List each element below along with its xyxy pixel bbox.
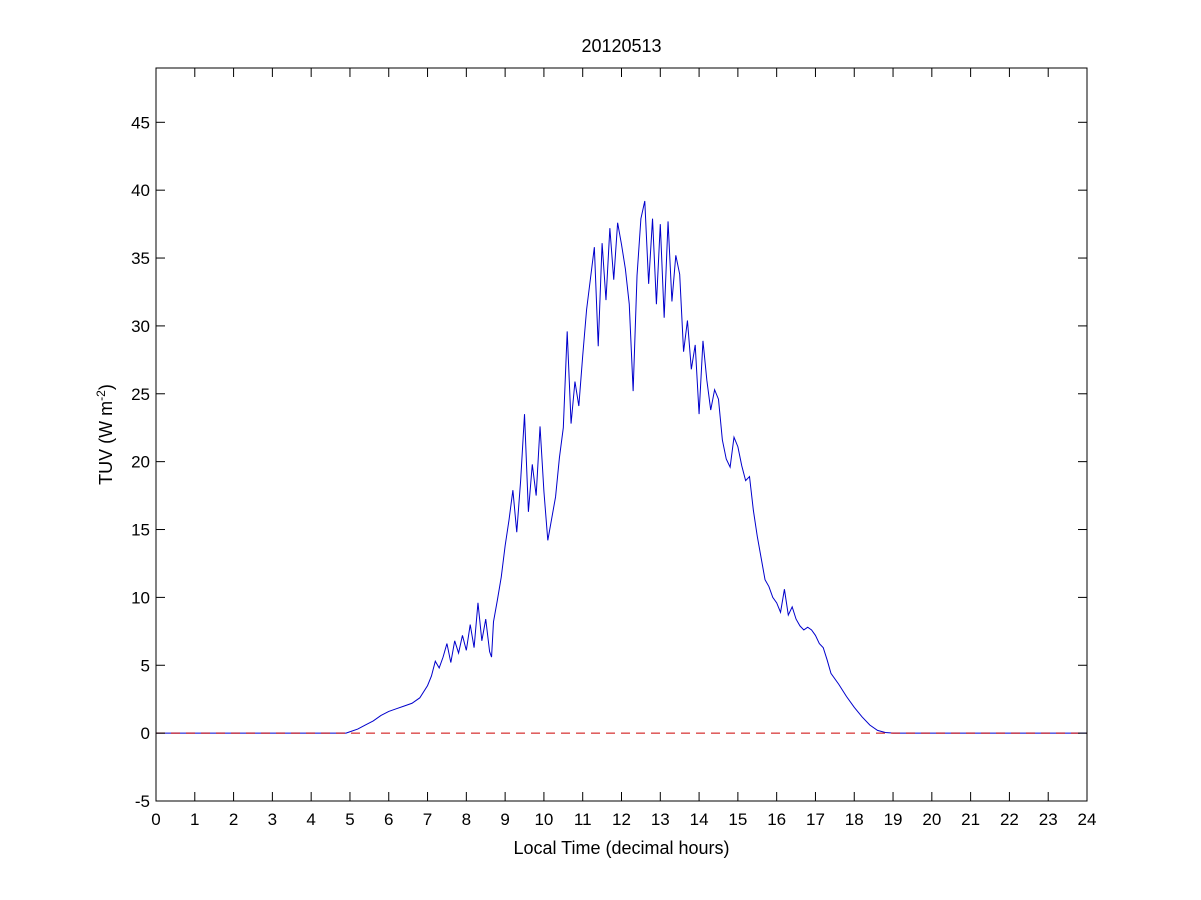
- x-tick-label: 15: [728, 810, 747, 829]
- x-tick-label: 4: [306, 810, 315, 829]
- x-tick-label: 8: [462, 810, 471, 829]
- y-tick-label: 45: [131, 113, 150, 132]
- y-tick-label: 5: [141, 656, 150, 675]
- x-tick-label: 14: [690, 810, 709, 829]
- x-tick-label: 13: [651, 810, 670, 829]
- y-tick-label: 25: [131, 385, 150, 404]
- chart-title: 20120513: [581, 36, 661, 56]
- x-tick-label: 12: [612, 810, 631, 829]
- y-tick-label: -5: [135, 792, 150, 811]
- x-tick-label: 20: [922, 810, 941, 829]
- x-tick-label: 0: [151, 810, 160, 829]
- y-tick-label: 15: [131, 521, 150, 540]
- x-tick-label: 6: [384, 810, 393, 829]
- x-tick-label: 2: [229, 810, 238, 829]
- tuv-series-line: [156, 200, 1087, 734]
- x-tick-label: 18: [845, 810, 864, 829]
- x-tick-label: 21: [961, 810, 980, 829]
- y-tick-label: 10: [131, 588, 150, 607]
- x-tick-label: 1: [190, 810, 199, 829]
- x-tick-label: 5: [345, 810, 354, 829]
- y-tick-label: 0: [141, 724, 150, 743]
- x-tick-label: 19: [884, 810, 903, 829]
- x-tick-label: 7: [423, 810, 432, 829]
- x-axis-label: Local Time (decimal hours): [513, 838, 729, 858]
- x-tick-label: 11: [574, 810, 592, 829]
- x-tick-label: 9: [500, 810, 509, 829]
- y-tick-label: 30: [131, 317, 150, 336]
- x-tick-label: 24: [1078, 810, 1097, 829]
- plot-area: 0 1 2 3 4 5 6 7 8 9 10 11 12 13 14 15 16 17 18 19 20 21 22 23 24…: [131, 67, 1097, 829]
- x-tick-label: 16: [767, 810, 786, 829]
- y-tick-label: 40: [131, 181, 150, 200]
- svg-text:TUV (W m-2): TUV (W m-2): [94, 384, 116, 485]
- x-tick-label: 3: [268, 810, 277, 829]
- x-tick-label: 22: [1000, 810, 1019, 829]
- y-tick-label: 20: [131, 453, 150, 472]
- x-tick-label: 10: [534, 810, 553, 829]
- x-tick-label: 23: [1039, 810, 1058, 829]
- y-tick-label: 35: [131, 249, 150, 268]
- x-tick-label: 17: [806, 810, 825, 829]
- y-axis-label: TUV (W m-2): [94, 384, 116, 485]
